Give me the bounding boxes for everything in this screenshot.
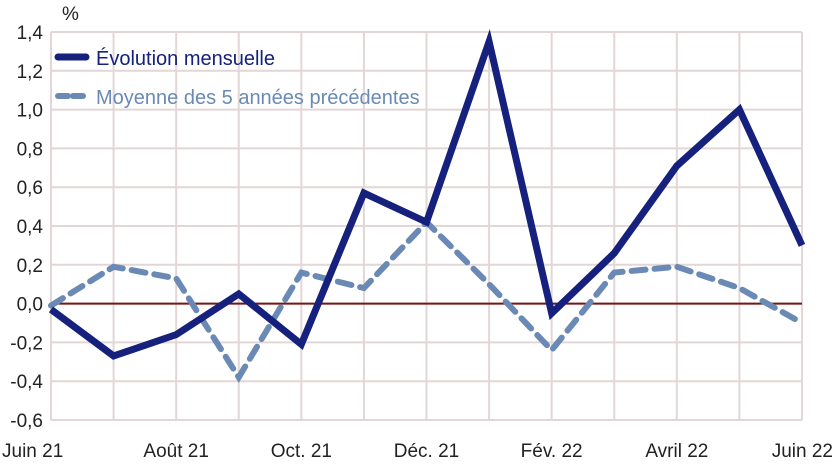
y-tick-label: -0,2 <box>10 333 43 354</box>
y-tick-label: 0,0 <box>17 295 43 316</box>
x-tick-label: Juin 22 <box>772 441 833 462</box>
series-lines <box>48 29 806 384</box>
y-unit-label: % <box>62 4 79 25</box>
y-axis-ticks: 1,4 1,2 1,0 0,8 0,6 0,4 0,2 0,0 -0,2 -0,4 -0,6 <box>10 23 43 432</box>
y-tick-label: -0,4 <box>10 372 43 393</box>
x-tick-label: Juin 21 <box>2 441 63 462</box>
y-tick-label: 0,8 <box>17 139 43 160</box>
x-tick-label: Oct. 21 <box>271 441 332 462</box>
y-tick-label: 0,4 <box>17 217 44 238</box>
legend: Évolution mensuelle Moyenne des 5 années… <box>54 47 420 109</box>
legend-label-average: Moyenne des 5 années précédentes <box>96 87 420 109</box>
x-tick-label: Avril 22 <box>645 441 708 462</box>
y-tick-label: -0,6 <box>10 411 43 432</box>
grid <box>50 31 803 421</box>
y-tick-label: 1,4 <box>17 23 44 44</box>
x-axis-ticks: Juin 21 Août 21 Oct. 21 Déc. 21 Fév. 22 Avril… <box>2 441 833 462</box>
legend-label-monthly: Évolution mensuelle <box>96 47 275 70</box>
y-tick-label: 0,6 <box>17 178 43 199</box>
x-tick-label: Fév. 22 <box>521 441 583 462</box>
y-tick-label: 1,2 <box>17 62 43 83</box>
x-tick-label: Août 21 <box>143 441 209 462</box>
y-tick-label: 0,2 <box>17 256 43 277</box>
y-tick-label: 1,0 <box>17 101 43 122</box>
x-tick-label: Déc. 21 <box>394 441 459 462</box>
